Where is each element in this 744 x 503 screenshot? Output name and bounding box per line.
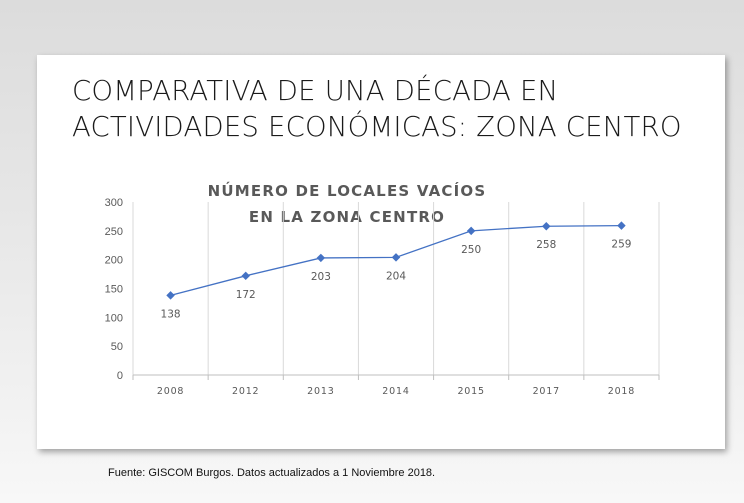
x-tick-label: 2013: [307, 386, 334, 397]
data-point-marker: [241, 271, 250, 281]
y-tick-label: 50: [111, 341, 123, 353]
data-point-marker: [466, 226, 476, 236]
x-tick-label: 2012: [232, 386, 259, 397]
chart-tick-labels: 0 50 100 150 200 250 300 2008 2012 2013 2014 2015 20…: [105, 197, 635, 397]
chart-data-labels: 138 172 203 204 250 258 259: [161, 239, 632, 321]
y-tick-label: 300: [105, 197, 123, 209]
x-tick-label: 2018: [608, 386, 635, 397]
slide-title-line-1: COMPARATIVA DE UNA DÉCADA EN: [72, 75, 559, 107]
chart-gridlines: [132, 202, 660, 375]
x-tick-label: 2014: [382, 386, 409, 397]
x-tick-label: 2015: [457, 386, 484, 397]
y-tick-label: 100: [105, 312, 123, 324]
data-label: 258: [536, 239, 556, 251]
data-label: 204: [386, 270, 406, 282]
data-label: 172: [236, 289, 256, 301]
slide: COMPARATIVA DE UNA DÉCADA EN ACTIVIDADES…: [37, 55, 725, 449]
data-point-marker: [316, 253, 326, 263]
data-point-marker: [391, 253, 401, 262]
data-point-marker: [617, 221, 626, 230]
chart-title: NÚMERO DE LOCALES VACÍOS EN LA ZONA CENT…: [172, 178, 522, 230]
source-note: Fuente: GISCOM Burgos. Datos actualizado…: [108, 467, 436, 479]
y-tick-label: 0: [117, 370, 123, 382]
slide-title-line-2: ACTIVIDADES ECONÓMICAS: ZONA CENTRO: [72, 111, 682, 143]
y-tick-label: 200: [105, 255, 123, 267]
data-point-marker: [166, 291, 175, 300]
data-label: 259: [611, 239, 631, 251]
slide-title: COMPARATIVA DE UNA DÉCADA EN ACTIVIDADES…: [72, 73, 712, 145]
data-label: 250: [461, 244, 481, 256]
data-label: 138: [161, 308, 181, 320]
x-tick-label: 2017: [533, 386, 560, 397]
y-tick-label: 250: [105, 226, 123, 238]
chart-title-line-1: NÚMERO DE LOCALES VACÍOS: [207, 182, 487, 200]
y-tick-label: 150: [105, 284, 123, 296]
data-label: 203: [311, 271, 331, 283]
chart-title-line-2: EN LA ZONA CENTRO: [248, 208, 446, 226]
x-tick-label: 2008: [157, 386, 184, 397]
chart-axes: [132, 374, 660, 380]
data-point-marker: [542, 221, 551, 231]
